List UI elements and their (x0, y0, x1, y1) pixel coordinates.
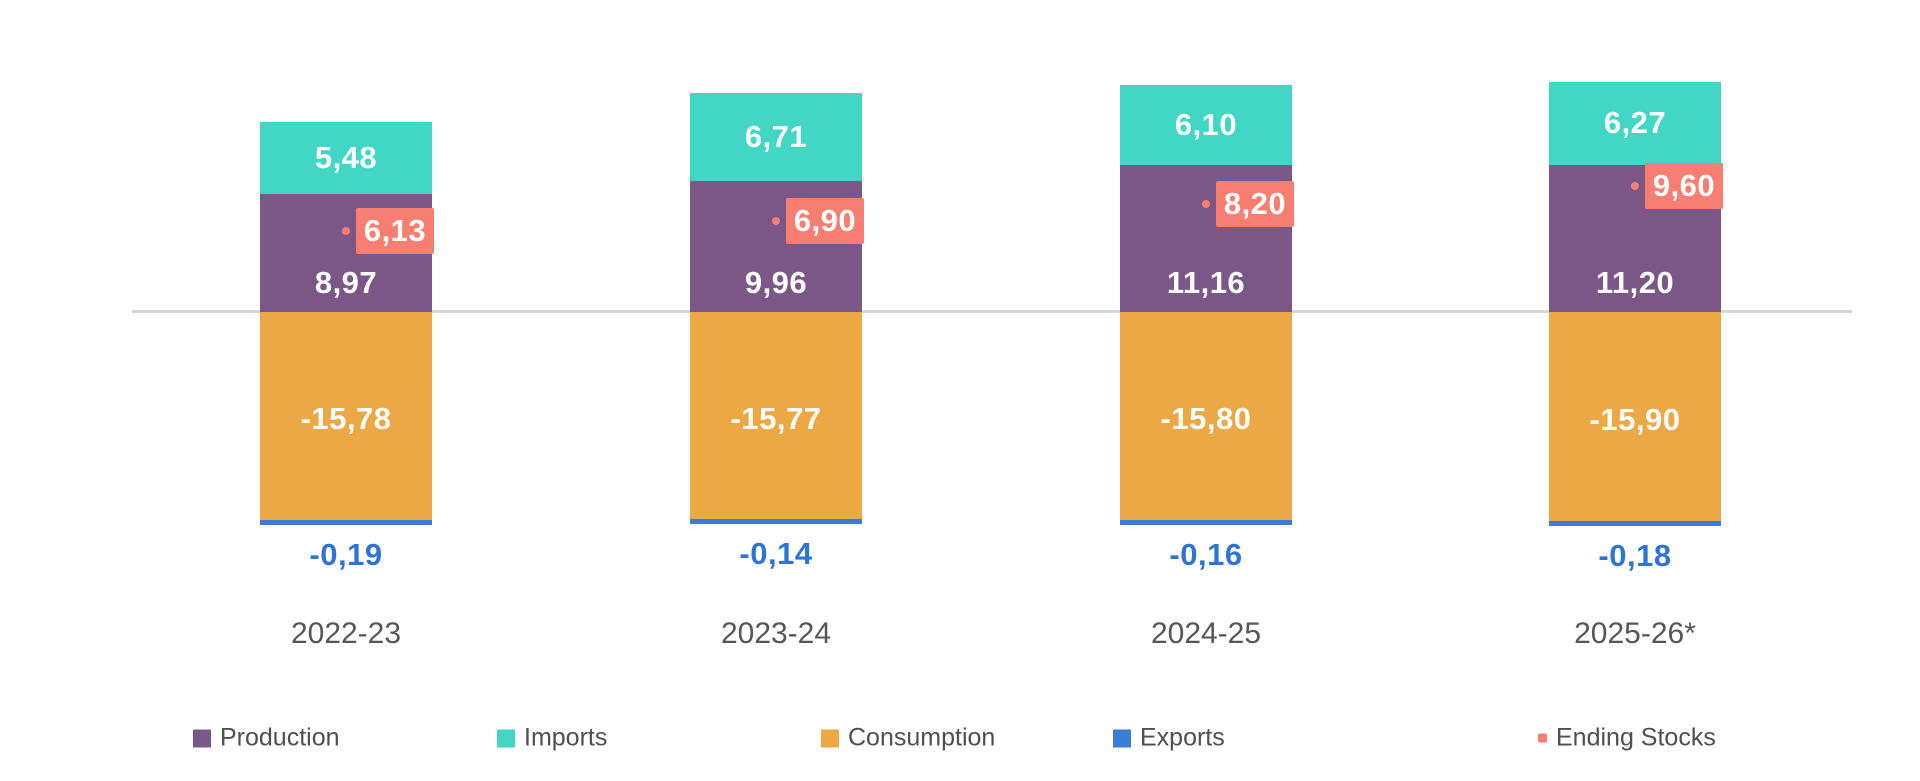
legend-swatch-consumption (821, 729, 839, 747)
exports-segment-2023-24 (690, 519, 862, 525)
production-value-label: 11,16 (1166, 265, 1246, 300)
exports-value-label: -0,19 (309, 536, 383, 572)
imports-segment-2023-24 (690, 92, 862, 182)
consumption-segment-2025-26- (1549, 312, 1721, 522)
x-axis-label-2024-25: 2024-25 (1150, 617, 1262, 650)
ending-stocks-label: 6,90 (786, 198, 864, 245)
zero-axis-line (132, 310, 1852, 313)
production-value-label: 9,96 (744, 265, 808, 300)
consumption-value-label: -15,80 (1160, 400, 1252, 436)
consumption-value-label: -15,90 (1589, 401, 1681, 437)
consumption-segment-2024-25 (1120, 312, 1292, 520)
legend-item-ending-stocks: Ending Stocks (1538, 724, 1716, 753)
imports-value-label: 6,27 (1603, 105, 1667, 141)
ending-stocks-marker (342, 227, 350, 236)
legend-label-production: Production (220, 723, 340, 752)
imports-value-label: 6,71 (744, 118, 808, 154)
consumption-value-label: -15,77 (730, 400, 822, 436)
x-axis-label-2022-23: 2022-23 (290, 617, 402, 650)
ending-stocks-marker (1202, 200, 1210, 209)
exports-value-label: -0,14 (739, 536, 813, 572)
exports-value-label: -0,16 (1169, 536, 1243, 572)
exports-value-label: -0,18 (1598, 538, 1672, 574)
legend-item-exports: Exports (1113, 724, 1225, 753)
legend-swatch-production (193, 729, 211, 747)
ending-stocks-marker (1631, 181, 1639, 190)
imports-value-label: 5,48 (314, 140, 378, 175)
exports-segment-2024-25 (1120, 519, 1292, 525)
consumption-segment-2023-24 (690, 312, 862, 520)
exports-segment-2025-26- (1549, 521, 1721, 527)
production-value-label: 8,97 (314, 265, 378, 300)
ending-stocks-label: 6,13 (356, 208, 434, 255)
legend-item-consumption: Consumption (821, 724, 995, 753)
x-axis-label-2023-24: 2023-24 (720, 617, 832, 650)
production-value-label: 11,20 (1595, 265, 1675, 300)
legend-label-imports: Imports (524, 723, 608, 752)
legend-swatch-exports (1113, 729, 1131, 747)
ending-stocks-marker (772, 217, 780, 226)
exports-segment-2022-23 (260, 519, 432, 525)
legend-swatch-imports (497, 729, 515, 747)
consumption-value-label: -15,78 (300, 400, 392, 436)
legend-swatch-ending-stocks (1538, 733, 1547, 743)
ending-stocks-label: 9,60 (1645, 162, 1723, 209)
legend-item-imports: Imports (497, 724, 607, 753)
imports-segment-2024-25 (1120, 85, 1292, 166)
imports-segment-2022-23 (260, 121, 432, 195)
consumption-segment-2022-23 (260, 312, 432, 520)
legend-item-production: Production (193, 724, 340, 753)
x-axis-label-2025-26-: 2025-26* (1574, 617, 1696, 650)
ending-stocks-label: 8,20 (1216, 181, 1294, 228)
legend-label-exports: Exports (1140, 723, 1225, 752)
imports-segment-2025-26- (1549, 82, 1721, 165)
legend-label-ending-stocks: Ending Stocks (1556, 723, 1716, 752)
legend-label-consumption: Consumption (848, 723, 996, 752)
imports-value-label: 6,10 (1174, 107, 1238, 143)
